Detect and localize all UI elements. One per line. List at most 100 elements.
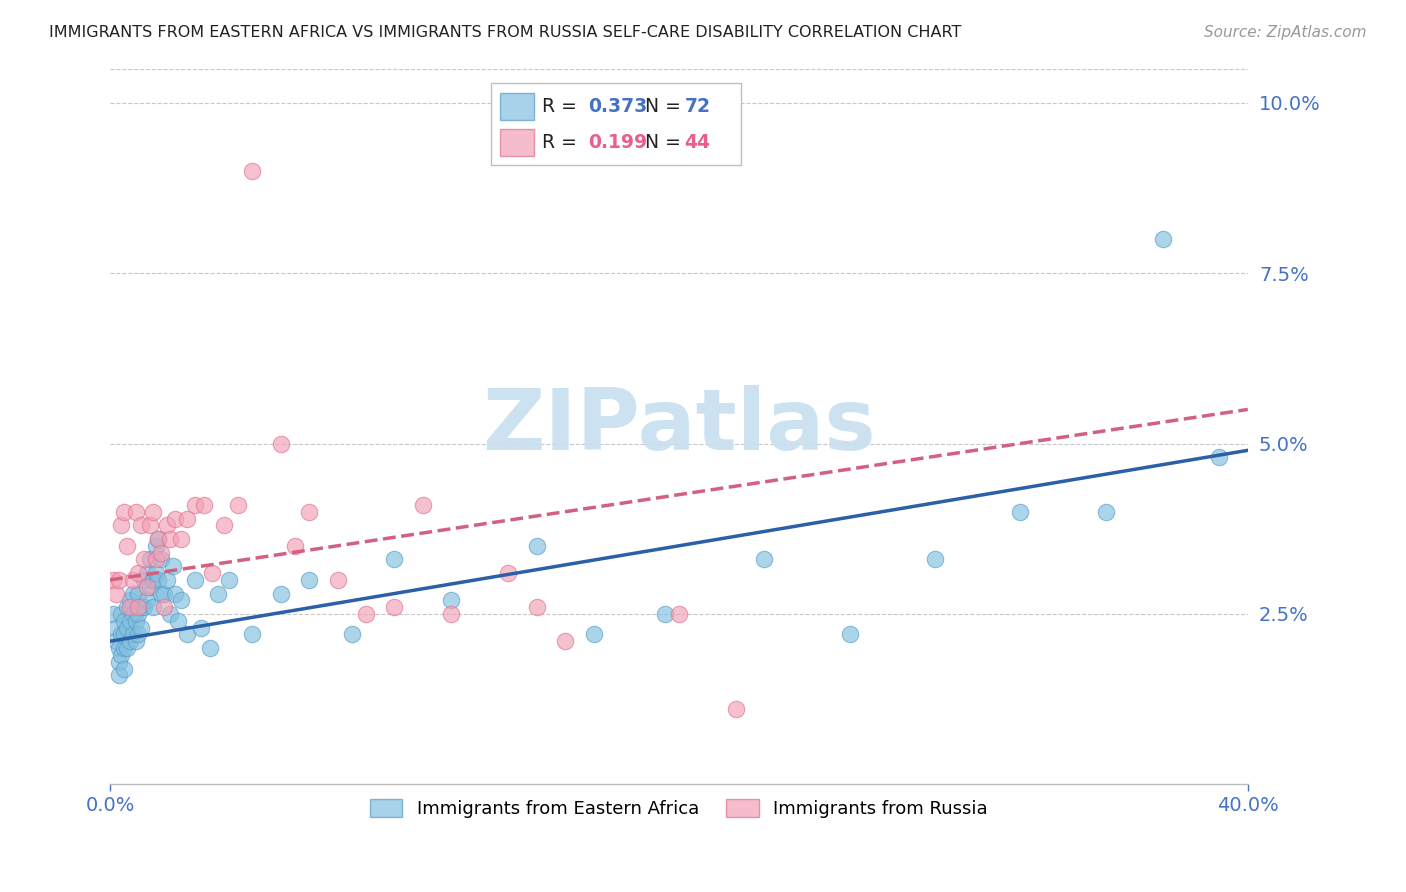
Point — [134, 573, 156, 587]
Point — [270, 586, 292, 600]
Point — [127, 566, 149, 580]
Point — [134, 600, 156, 615]
Point — [121, 586, 143, 600]
FancyBboxPatch shape — [491, 83, 741, 165]
Point — [384, 552, 406, 566]
Point — [165, 511, 187, 525]
Point — [104, 621, 127, 635]
Point — [134, 552, 156, 566]
Text: R =: R = — [543, 133, 578, 152]
Point — [754, 552, 776, 566]
Point — [326, 573, 349, 587]
Point — [1010, 505, 1032, 519]
Point — [340, 627, 363, 641]
Point — [129, 600, 152, 615]
Point — [668, 607, 690, 621]
Point — [110, 627, 132, 641]
Legend: Immigrants from Eastern Africa, Immigrants from Russia: Immigrants from Eastern Africa, Immigran… — [363, 792, 995, 825]
Point — [240, 627, 263, 641]
Point — [118, 600, 141, 615]
Point — [176, 511, 198, 525]
Point — [207, 586, 229, 600]
Point — [218, 573, 240, 587]
Point — [127, 607, 149, 621]
Point — [112, 641, 135, 656]
Point — [124, 634, 146, 648]
Point — [142, 505, 165, 519]
Point — [148, 532, 170, 546]
Point — [104, 634, 127, 648]
FancyBboxPatch shape — [501, 128, 534, 156]
Point — [150, 552, 173, 566]
FancyBboxPatch shape — [501, 93, 534, 120]
Point — [107, 573, 129, 587]
Point — [148, 532, 170, 546]
Point — [284, 539, 307, 553]
Point — [298, 573, 321, 587]
Point — [136, 566, 159, 580]
Point — [170, 532, 193, 546]
Point — [526, 600, 548, 615]
Point — [101, 573, 124, 587]
Point — [150, 546, 173, 560]
Point — [201, 566, 224, 580]
Point — [118, 634, 141, 648]
Point — [162, 559, 184, 574]
Point — [159, 532, 181, 546]
Point — [127, 627, 149, 641]
Point — [127, 600, 149, 615]
Point — [115, 621, 138, 635]
Point — [139, 518, 162, 533]
Point — [142, 573, 165, 587]
Point — [582, 627, 605, 641]
Text: IMMIGRANTS FROM EASTERN AFRICA VS IMMIGRANTS FROM RUSSIA SELF-CARE DISABILITY CO: IMMIGRANTS FROM EASTERN AFRICA VS IMMIGR… — [49, 25, 962, 40]
Point — [1152, 232, 1174, 246]
Text: 44: 44 — [685, 133, 710, 152]
Point — [129, 621, 152, 635]
Point — [148, 573, 170, 587]
Point — [526, 539, 548, 553]
Point — [440, 607, 463, 621]
Point — [1208, 450, 1230, 465]
Point — [165, 586, 187, 600]
Point — [121, 607, 143, 621]
Point — [554, 634, 576, 648]
Point — [226, 498, 249, 512]
Point — [136, 593, 159, 607]
Point — [115, 539, 138, 553]
Point — [412, 498, 434, 512]
Point — [156, 573, 179, 587]
Point — [136, 580, 159, 594]
Point — [112, 627, 135, 641]
Point — [142, 600, 165, 615]
Point — [121, 627, 143, 641]
Point — [924, 552, 946, 566]
Point — [124, 614, 146, 628]
Point — [129, 518, 152, 533]
Point — [198, 641, 221, 656]
Point — [159, 607, 181, 621]
Point — [110, 518, 132, 533]
Point — [107, 668, 129, 682]
Point — [270, 436, 292, 450]
Text: N =: N = — [645, 97, 681, 116]
Point — [167, 614, 190, 628]
Point — [127, 586, 149, 600]
Text: ZIPatlas: ZIPatlas — [482, 385, 876, 468]
Point — [107, 641, 129, 656]
Point — [384, 600, 406, 615]
Point — [838, 627, 860, 641]
Point — [145, 539, 167, 553]
Point — [101, 607, 124, 621]
Point — [156, 518, 179, 533]
Point — [115, 600, 138, 615]
Point — [184, 573, 207, 587]
Point — [153, 586, 176, 600]
Point — [496, 566, 519, 580]
Point — [121, 573, 143, 587]
Point — [193, 498, 215, 512]
Point — [212, 518, 235, 533]
Point — [150, 586, 173, 600]
Point — [115, 641, 138, 656]
Point — [190, 621, 212, 635]
